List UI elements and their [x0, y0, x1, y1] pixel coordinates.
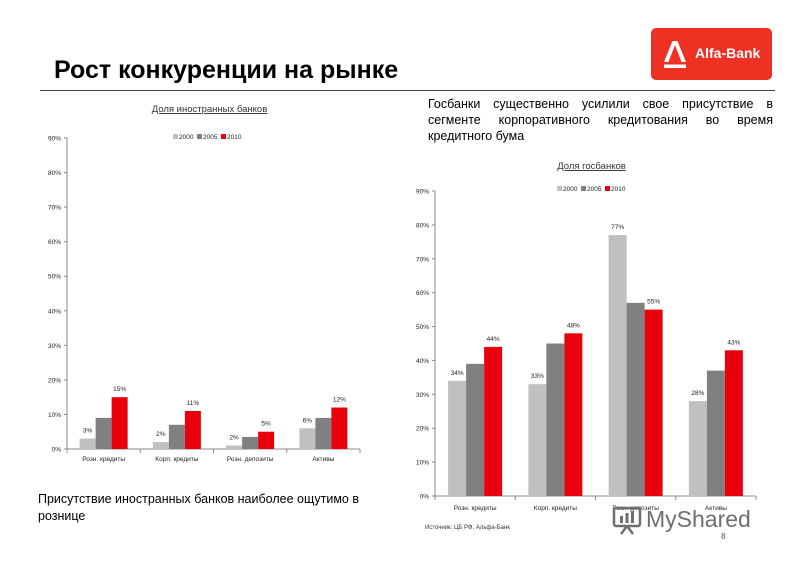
state-banks-commentary: Госбанки существенно усилили свое присут… — [428, 97, 773, 143]
y-tick-label: 70% — [416, 256, 429, 263]
legend-label: 2000 — [179, 134, 194, 141]
bar-2005 — [95, 417, 112, 449]
bar-2010 — [184, 410, 201, 449]
bar-2005 — [315, 417, 332, 449]
bar-2000 — [299, 428, 316, 449]
x-category-label: Розн. кредиты — [454, 505, 497, 512]
y-tick-label: 30% — [416, 392, 429, 399]
y-tick-label: 50% — [48, 274, 61, 281]
legend-swatch-2000 — [557, 186, 562, 191]
bar-2000 — [528, 384, 547, 496]
y-tick-label: 10% — [48, 412, 61, 419]
y-tick-label: 20% — [416, 426, 429, 433]
y-tick-label: 0% — [420, 494, 430, 501]
myshared-watermark: MyShared — [612, 505, 751, 540]
legend-label: 2000 — [563, 186, 578, 193]
bar-2010 — [484, 346, 503, 496]
y-tick-label: 50% — [416, 324, 429, 331]
y-tick-label: 60% — [48, 239, 61, 246]
y-tick-label: 90% — [48, 136, 61, 143]
bar-2005 — [466, 363, 485, 496]
y-tick-label: 70% — [48, 205, 61, 212]
data-label: 34% — [451, 370, 464, 377]
source-note: Источник: ЦБ РФ, Альфа-Банк — [425, 525, 510, 531]
bar-2005 — [168, 424, 185, 449]
logo-text: Alfa-Bank — [695, 45, 761, 61]
data-label: 3% — [83, 428, 93, 435]
bar-2000 — [448, 380, 467, 496]
x-category-label: Корп. кредиты — [155, 456, 198, 463]
y-tick-label: 0% — [52, 447, 62, 454]
x-category-label: Розн. кредиты — [82, 456, 125, 463]
legend-swatch-2010 — [605, 186, 610, 191]
legend-label: 2005 — [203, 134, 218, 141]
x-category-label: Корп. кредиты — [534, 505, 577, 512]
chart-title: Доля иностранных банков — [152, 104, 268, 115]
data-label: 43% — [727, 339, 740, 346]
watermark-text: MyShared — [646, 506, 751, 532]
page-number: 8 — [721, 532, 726, 541]
bar-2010 — [331, 407, 348, 449]
bar-2010 — [644, 309, 663, 496]
y-tick-label: 10% — [416, 460, 429, 467]
page-title: Рост конкуренции на рынке — [54, 56, 399, 84]
data-label: 48% — [567, 322, 580, 329]
data-label: 11% — [187, 400, 200, 407]
legend-swatch-2000 — [173, 134, 178, 139]
bar-2010 — [258, 431, 275, 449]
bar-2005 — [242, 436, 259, 449]
bar-2000 — [688, 401, 707, 496]
legend-swatch-2005 — [581, 186, 586, 191]
y-tick-label: 90% — [416, 189, 429, 196]
bar-2005 — [706, 370, 725, 496]
data-label: 33% — [531, 373, 544, 380]
title-divider — [40, 90, 775, 91]
y-tick-label: 30% — [48, 343, 61, 350]
legend-swatch-2010 — [221, 134, 226, 139]
legend-label: 2005 — [587, 186, 602, 193]
legend-label: 2010 — [611, 186, 626, 193]
y-tick-label: 40% — [48, 308, 61, 315]
y-tick-label: 20% — [48, 377, 61, 384]
data-label: 77% — [611, 224, 624, 231]
data-label: 28% — [691, 390, 704, 397]
legend-label: 2010 — [227, 134, 242, 141]
bar-2000 — [79, 438, 96, 449]
bar-2000 — [152, 442, 169, 449]
foreign-banks-commentary: Присутствие иностранных банков наиболее … — [38, 492, 359, 523]
data-label: 15% — [113, 386, 126, 393]
bar-2010 — [111, 397, 128, 449]
chart-title: Доля госбанков — [557, 161, 626, 172]
data-label: 2% — [156, 431, 166, 438]
bar-2000 — [608, 235, 627, 497]
y-tick-label: 80% — [48, 170, 61, 177]
x-category-label: Активы — [312, 456, 334, 463]
bar-2010 — [564, 333, 583, 496]
y-tick-label: 80% — [416, 222, 429, 229]
x-category-label: Активы — [705, 505, 727, 512]
bar-2005 — [546, 343, 565, 496]
legend-swatch-2005 — [197, 134, 202, 139]
data-label: 44% — [487, 336, 500, 343]
data-label: 12% — [333, 397, 346, 404]
data-label: 6% — [303, 417, 313, 424]
data-label: 55% — [647, 299, 660, 306]
x-category-label: Розн. депозиты — [227, 456, 274, 463]
bar-2000 — [226, 445, 243, 449]
bar-2005 — [626, 302, 645, 496]
data-label: 2% — [229, 435, 239, 442]
bar-2010 — [724, 350, 743, 496]
alfa-letter-icon — [664, 41, 686, 68]
y-tick-label: 60% — [416, 290, 429, 297]
data-label: 5% — [261, 421, 271, 428]
alfa-bank-logo: Alfa-Bank — [651, 28, 772, 80]
y-tick-label: 40% — [416, 358, 429, 365]
presentation-icon — [612, 506, 642, 535]
